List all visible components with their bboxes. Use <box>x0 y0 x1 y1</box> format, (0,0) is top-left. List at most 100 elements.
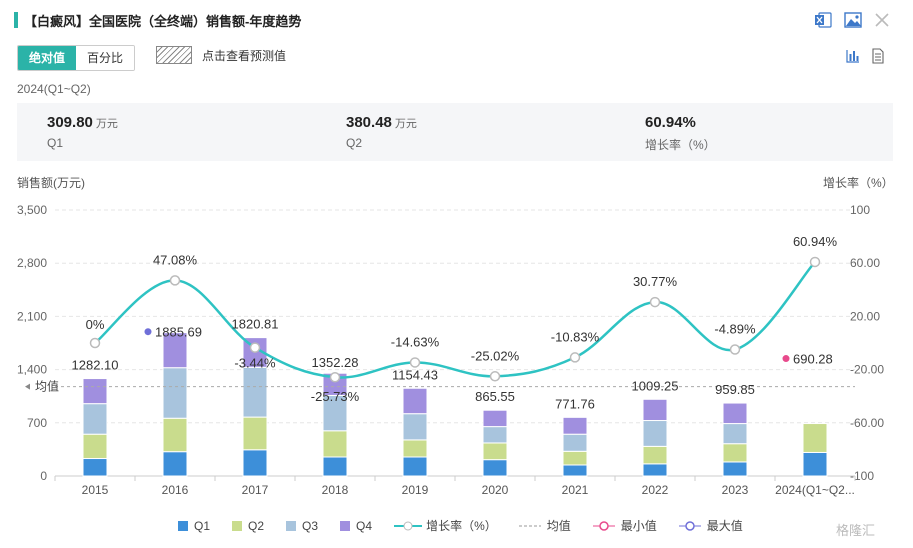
summary-panel <box>17 103 893 161</box>
summary-q1: 309.80 万元 Q1 <box>47 114 118 150</box>
bar-chart-icon[interactable] <box>845 48 861 64</box>
growth-point <box>329 371 341 383</box>
mean-line-swatch <box>518 525 541 526</box>
bar-segment-q3 <box>562 433 588 452</box>
legend-label: Q2 <box>248 518 265 533</box>
excel-icon[interactable] <box>813 10 833 30</box>
title-accent <box>14 12 18 28</box>
summary-value: 380.48 <box>346 114 392 131</box>
legend-item-growth[interactable]: 增长率（%） <box>394 517 497 534</box>
y-right-tick-label: 100 <box>850 203 870 217</box>
legend-item-max[interactable]: 最大值 <box>678 517 743 534</box>
total-label: 1282.10 <box>72 358 119 373</box>
image-icon[interactable] <box>843 10 863 30</box>
total-label: 690.28 <box>793 352 833 367</box>
legend-label: 均值 <box>546 519 571 533</box>
bar-segment-q1 <box>562 464 588 477</box>
legend-label: Q1 <box>194 518 211 533</box>
growth-point <box>649 296 661 308</box>
legend-item-mean[interactable]: 均值 <box>518 517 571 534</box>
total-label: 771.76 <box>555 396 595 411</box>
bar-segment-q3 <box>162 367 188 419</box>
bar-segment-q4 <box>562 416 588 435</box>
bar-segment-q2 <box>482 442 508 461</box>
bar-segment-q2 <box>82 433 108 460</box>
period-label: 2024(Q1~Q2) <box>17 82 91 96</box>
legend-item-q2[interactable]: Q2 <box>232 519 264 533</box>
bar-segment-q2 <box>402 439 428 458</box>
bar-segment-q1 <box>242 449 268 477</box>
y-left-tick-label: 2,800 <box>17 256 47 270</box>
y-left-tick-label: 0 <box>40 469 47 483</box>
watermark: 格隆汇 <box>836 523 876 538</box>
legend-item-q3[interactable]: Q3 <box>286 519 318 533</box>
bar-segment-q3 <box>642 420 668 447</box>
bar-segment-q3 <box>722 423 748 445</box>
legend-swatch <box>286 520 297 531</box>
bar-segment-q3 <box>322 394 348 432</box>
summary-label: 增长率（%） <box>645 138 716 152</box>
x-tick-label: 2016 <box>162 483 189 497</box>
growth-label: -10.83% <box>551 329 600 344</box>
bar-segment-q3 <box>242 366 268 418</box>
growth-label: -14.63% <box>391 334 440 349</box>
summary-unit: 万元 <box>95 118 118 130</box>
y-right-tick-label: -20.00 <box>850 363 884 377</box>
growth-point <box>169 275 181 286</box>
legend-item-q4[interactable]: Q4 <box>340 519 372 533</box>
max-marker <box>144 328 152 336</box>
bar-segment-q2 <box>322 430 348 458</box>
forecast-label: 点击查看预测值 <box>202 48 287 63</box>
x-tick-label: 2023 <box>722 483 749 497</box>
legend-item-q1[interactable]: Q1 <box>178 519 210 533</box>
y-right-tick-label: -60.00 <box>850 416 884 430</box>
growth-line <box>94 261 816 379</box>
legend-label: 最小值 <box>620 519 657 533</box>
bar-segment-q1 <box>82 458 108 477</box>
bar-segment-q1 <box>722 461 748 477</box>
min-marker <box>782 355 790 363</box>
x-tick-label: 2022 <box>642 483 669 497</box>
close-icon[interactable] <box>872 10 892 30</box>
legend-item-min[interactable]: 最小值 <box>592 517 657 534</box>
x-tick-label: 2020 <box>482 483 509 497</box>
bar-segment-q1 <box>402 456 428 477</box>
bar-segment-q4 <box>642 398 668 422</box>
forecast-toggle[interactable]: 点击查看预测值 <box>156 46 286 64</box>
hatch-swatch-icon <box>156 46 192 64</box>
y-left-tick-label: 2,100 <box>17 309 47 323</box>
mean-arrow-icon <box>25 383 30 390</box>
summary-q2: 380.48 万元 Q2 <box>346 114 417 150</box>
bar-segment-q2 <box>722 443 748 463</box>
growth-label: -25.02% <box>471 348 520 363</box>
legend-label: Q3 <box>302 518 319 533</box>
legend-label: 增长率（%） <box>426 519 497 533</box>
x-tick-label: 2024(Q1~Q2... <box>775 483 855 497</box>
growth-label: -25.73% <box>311 389 360 404</box>
growth-label: -3.44% <box>234 356 276 371</box>
growth-point <box>809 256 821 268</box>
total-label: 959.85 <box>715 382 755 397</box>
bar-segment-q4 <box>402 387 428 415</box>
x-tick-label: 2017 <box>242 483 269 497</box>
x-tick-label: 2015 <box>82 483 109 497</box>
bar-segment-q4 <box>722 402 748 425</box>
bar-segment-q2 <box>642 445 668 465</box>
growth-point <box>249 342 261 353</box>
growth-label: 30.77% <box>633 274 678 289</box>
bar-segment-q2 <box>802 423 828 453</box>
legend-swatch <box>178 520 188 531</box>
document-icon[interactable] <box>870 48 886 64</box>
growth-point <box>409 357 421 368</box>
min-marker-swatch <box>592 520 615 531</box>
growth-point <box>489 371 501 382</box>
tab-absolute[interactable]: 绝对值 <box>18 46 77 70</box>
y-right-tick-label: 20.00 <box>850 309 880 323</box>
total-label: 1820.81 <box>232 317 279 332</box>
value-mode-toggle: 绝对值 百分比 <box>17 45 136 71</box>
summary-label: Q2 <box>346 136 363 150</box>
y-axis-left-title: 销售额(万元) <box>17 176 85 190</box>
tab-percent[interactable]: 百分比 <box>76 46 135 70</box>
bar-segment-q3 <box>82 403 108 435</box>
growth-label: 60.94% <box>793 234 838 249</box>
